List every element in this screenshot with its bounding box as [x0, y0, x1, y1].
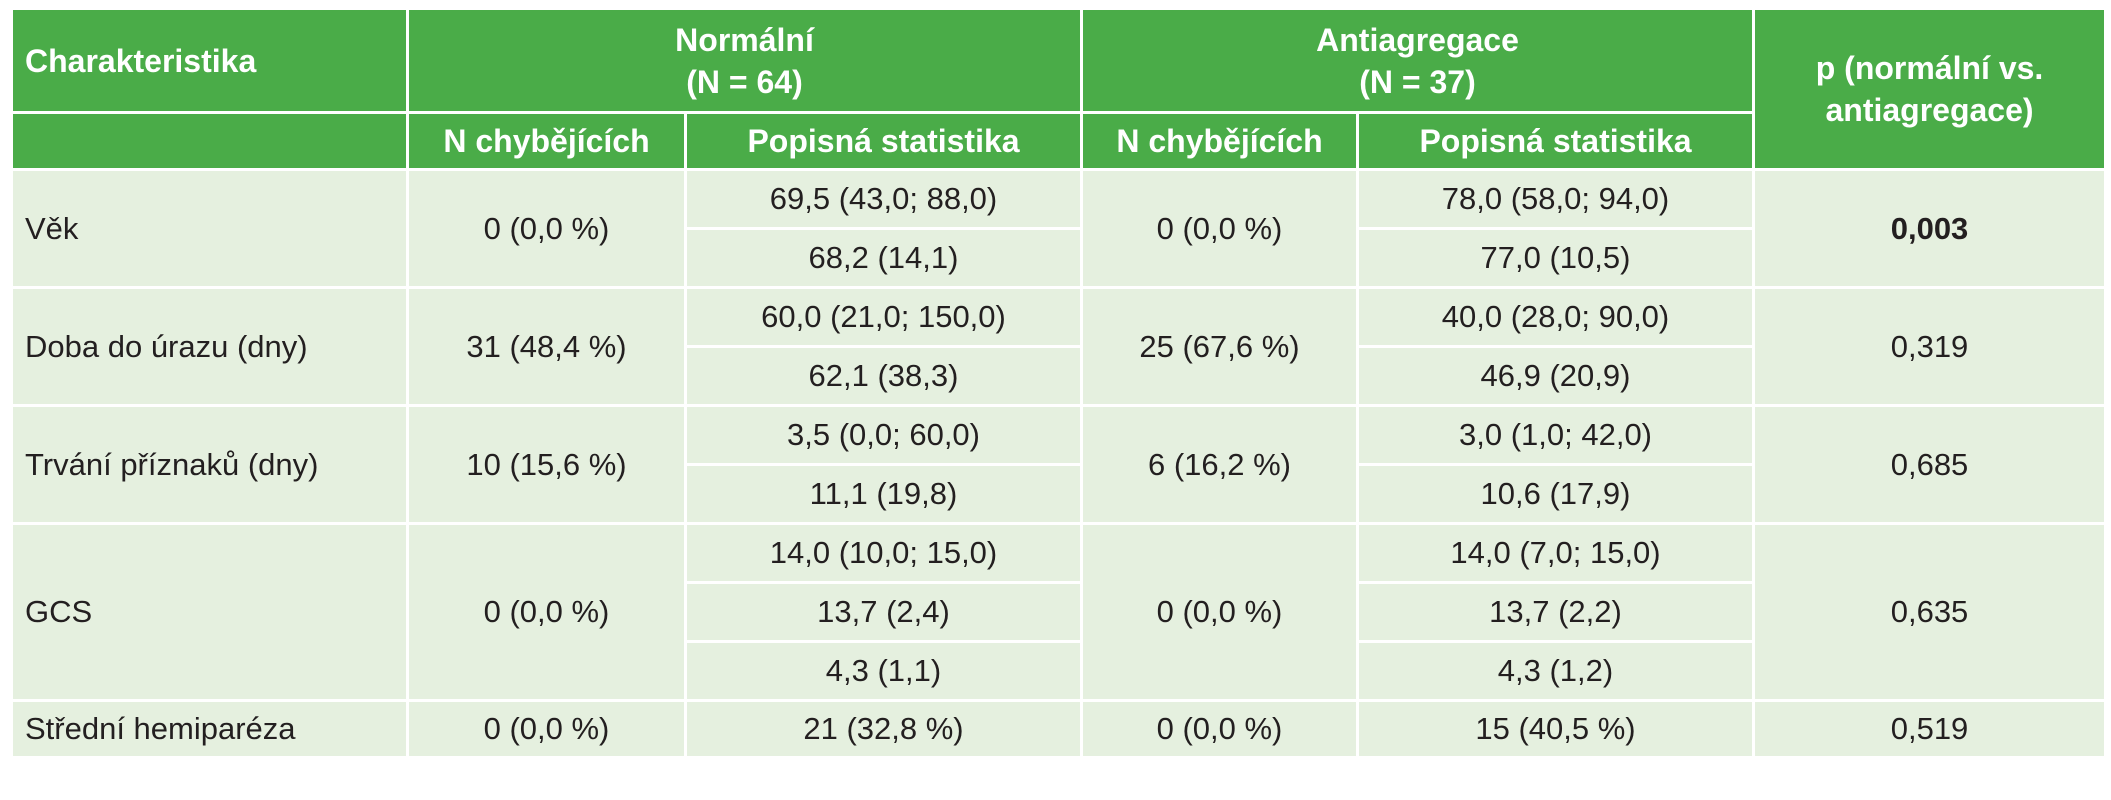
- table-row: Trvání příznaků (dny) 10 (15,6 %) 3,5 (0…: [10, 404, 2108, 525]
- missing-normal: 0 (0,0 %): [406, 522, 687, 702]
- statistics-table: Charakteristika Normální (N = 64) Antiag…: [10, 7, 2108, 759]
- p-value: 0,685: [1752, 404, 2108, 525]
- missing-antiaggregation: 6 (16,2 %): [1080, 404, 1359, 525]
- header-row-2: N chybějících Popisná statistika N chybě…: [10, 111, 2106, 171]
- stats-normal: 21 (32,8 %): [684, 699, 1083, 759]
- header-p-value-line1: p (normální vs.: [1815, 50, 2044, 86]
- stats-antiaggregation: 13,7 (2,2): [1355, 581, 1756, 643]
- table-row: 68,2 (14,1) 77,0 (10,5): [12, 227, 2106, 289]
- table-row: Doba do úrazu (dny) 31 (48,4 %) 60,0 (21…: [10, 286, 2108, 407]
- stats-antiaggregation: 77,0 (10,5): [1355, 227, 1756, 289]
- header-group-antiaggregation-n: (N = 37): [1359, 63, 1476, 100]
- p-value: 0,519: [1752, 699, 2108, 759]
- stats-normal: 13,7 (2,4): [684, 581, 1083, 643]
- header-stats-antiaggregation: Popisná statistika: [1355, 111, 1756, 171]
- missing-antiaggregation: 0 (0,0 %): [1080, 168, 1359, 289]
- stats-normal: 68,2 (14,1): [684, 227, 1083, 289]
- table-row: 4,3 (1,1) 4,3 (1,2): [12, 640, 2106, 702]
- stats-normal: 3,5 (0,0; 60,0): [684, 404, 1083, 466]
- missing-normal: 0 (0,0 %): [406, 699, 687, 759]
- header-group-normal: Normální (N = 64): [406, 7, 1083, 114]
- row-label: Doba do úrazu (dny): [10, 286, 409, 407]
- row-label: Střední hemiparéza: [10, 699, 409, 759]
- row-label: Trvání příznaků (dny): [10, 404, 409, 525]
- stats-antiaggregation: 78,0 (58,0; 94,0): [1355, 168, 1756, 230]
- header-group-antiaggregation: Antiagregace (N = 37): [1079, 7, 1756, 114]
- p-value: 0,319: [1752, 286, 2108, 407]
- header-group-normal-n: (N = 64): [686, 63, 803, 100]
- stats-antiaggregation: 14,0 (7,0; 15,0): [1355, 522, 1756, 584]
- stats-normal: 11,1 (19,8): [684, 463, 1083, 525]
- header-row-1: Charakteristika Normální (N = 64) Antiag…: [10, 7, 2108, 171]
- header-group-normal-name: Normální: [675, 21, 814, 58]
- stats-normal: 62,1 (38,3): [684, 345, 1083, 407]
- header-stats-normal: Popisná statistika: [684, 111, 1083, 171]
- table-row: Věk 0 (0,0 %) 69,5 (43,0; 88,0) 0 (0,0 %…: [10, 168, 2108, 289]
- stats-normal: 14,0 (10,0; 15,0): [684, 522, 1083, 584]
- header-missing-antiaggregation: N chybějících: [1080, 111, 1359, 171]
- stats-antiaggregation: 40,0 (28,0; 90,0): [1355, 286, 1756, 348]
- p-value: 0,003: [1752, 168, 2108, 289]
- table-row: GCS 0 (0,0 %) 14,0 (10,0; 15,0) 0 (0,0 %…: [10, 522, 2108, 702]
- stats-normal: 4,3 (1,1): [684, 640, 1083, 702]
- table-row: 11,1 (19,8) 10,6 (17,9): [12, 463, 2106, 525]
- header-p-value-line2: antiagregace): [1825, 92, 2034, 128]
- table-row: Střední hemiparéza 0 (0,0 %) 21 (32,8 %)…: [10, 699, 2108, 759]
- table-row: 13,7 (2,4) 13,7 (2,2): [12, 581, 2106, 643]
- stats-antiaggregation: 46,9 (20,9): [1355, 345, 1756, 407]
- missing-antiaggregation: 0 (0,0 %): [1080, 699, 1359, 759]
- missing-normal: 31 (48,4 %): [406, 286, 687, 407]
- row-label: GCS: [10, 522, 409, 702]
- header-characteristic: Charakteristika: [10, 7, 409, 114]
- missing-antiaggregation: 0 (0,0 %): [1080, 522, 1359, 702]
- row-label: Věk: [10, 168, 409, 289]
- stats-antiaggregation: 10,6 (17,9): [1355, 463, 1756, 525]
- stats-antiaggregation: 3,0 (1,0; 42,0): [1355, 404, 1756, 466]
- header-missing-normal: N chybějících: [406, 111, 687, 171]
- table-row: 62,1 (38,3) 46,9 (20,9): [12, 345, 2106, 407]
- stats-antiaggregation: 15 (40,5 %): [1355, 699, 1756, 759]
- header-p-value: p (normální vs. antiagregace): [1752, 7, 2108, 171]
- stats-antiaggregation: 4,3 (1,2): [1355, 640, 1756, 702]
- header-empty-cell: [10, 111, 409, 171]
- missing-normal: 10 (15,6 %): [406, 404, 687, 525]
- table-wrapper: Charakteristika Normální (N = 64) Antiag…: [10, 7, 2108, 759]
- p-value: 0,635: [1752, 522, 2108, 702]
- missing-normal: 0 (0,0 %): [406, 168, 687, 289]
- missing-antiaggregation: 25 (67,6 %): [1080, 286, 1359, 407]
- stats-normal: 69,5 (43,0; 88,0): [684, 168, 1083, 230]
- stats-normal: 60,0 (21,0; 150,0): [684, 286, 1083, 348]
- header-group-antiaggregation-name: Antiagregace: [1316, 21, 1519, 58]
